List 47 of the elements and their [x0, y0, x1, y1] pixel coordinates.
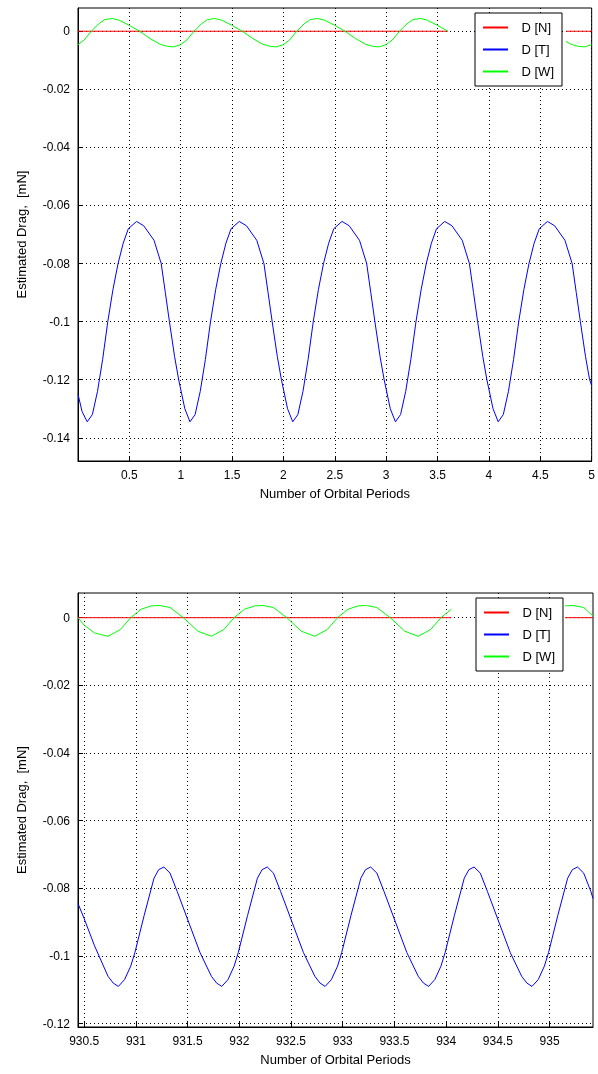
x-tick-label: 0.5	[121, 468, 139, 482]
y-tick-label: -0.02	[42, 678, 71, 693]
x-tick-label: 933.5	[379, 1034, 410, 1048]
y-axis-title: Estimated Drag, [mN]	[14, 170, 29, 299]
x-tick-label: 931	[125, 1034, 147, 1048]
x-tick-label: 932	[229, 1034, 250, 1048]
x-tick-label: 933	[332, 1034, 354, 1048]
x-tick-label: 1.5	[223, 468, 241, 482]
y-tick-label: -0.14	[42, 430, 71, 445]
y-tick-label: -0.06	[42, 813, 71, 828]
x-tick-label: 2	[280, 468, 288, 482]
y-tick-label: -0.12	[42, 1016, 71, 1031]
y-tick-label: 0	[63, 610, 71, 625]
x-tick-label: 934	[436, 1034, 457, 1048]
x-axis-title: Number of Orbital Periods	[260, 1052, 412, 1067]
legend-label: D [N]	[521, 20, 552, 35]
y-tick-label: -0.04	[42, 140, 71, 155]
x-tick-label: 4.5	[531, 468, 549, 482]
line-series	[77, 220, 593, 423]
y-tick-label: -0.04	[42, 746, 71, 760]
y-axis-title: Estimated Drag, [mN]	[14, 746, 29, 874]
legend-label: D [T]	[522, 627, 551, 642]
y-tick-label: 0	[63, 24, 71, 39]
legend-label: D [W]	[521, 64, 555, 79]
y-tick-label: -0.06	[42, 198, 71, 213]
legend-label: D [T]	[521, 42, 550, 57]
x-tick-label: 1	[177, 468, 185, 482]
x-tick-label: 934.5	[482, 1034, 514, 1048]
x-tick-label: 931.5	[172, 1034, 203, 1048]
y-tick-label: -0.12	[42, 372, 71, 387]
x-tick-label: 932.5	[276, 1034, 307, 1048]
x-tick-label: 4	[485, 468, 493, 482]
x-tick-label: 3.5	[429, 468, 447, 482]
x-tick-label: 2.5	[326, 468, 344, 482]
x-tick-label: 5	[588, 468, 596, 482]
legend-label: D [W]	[522, 649, 556, 664]
y-tick-label: -0.1	[49, 314, 71, 329]
legend-label: D [N]	[522, 605, 553, 620]
y-tick-label: -0.02	[42, 82, 71, 97]
x-tick-label: 930.5	[69, 1034, 100, 1048]
x-tick-label: 3	[382, 468, 390, 482]
y-tick-label: -0.08	[42, 256, 71, 271]
x-tick-label: 935	[539, 1034, 560, 1048]
y-tick-label: -0.1	[49, 948, 71, 963]
x-axis-title: Number of Orbital Periods	[259, 486, 411, 501]
line-series	[77, 866, 594, 987]
y-tick-label: -0.08	[42, 881, 71, 896]
